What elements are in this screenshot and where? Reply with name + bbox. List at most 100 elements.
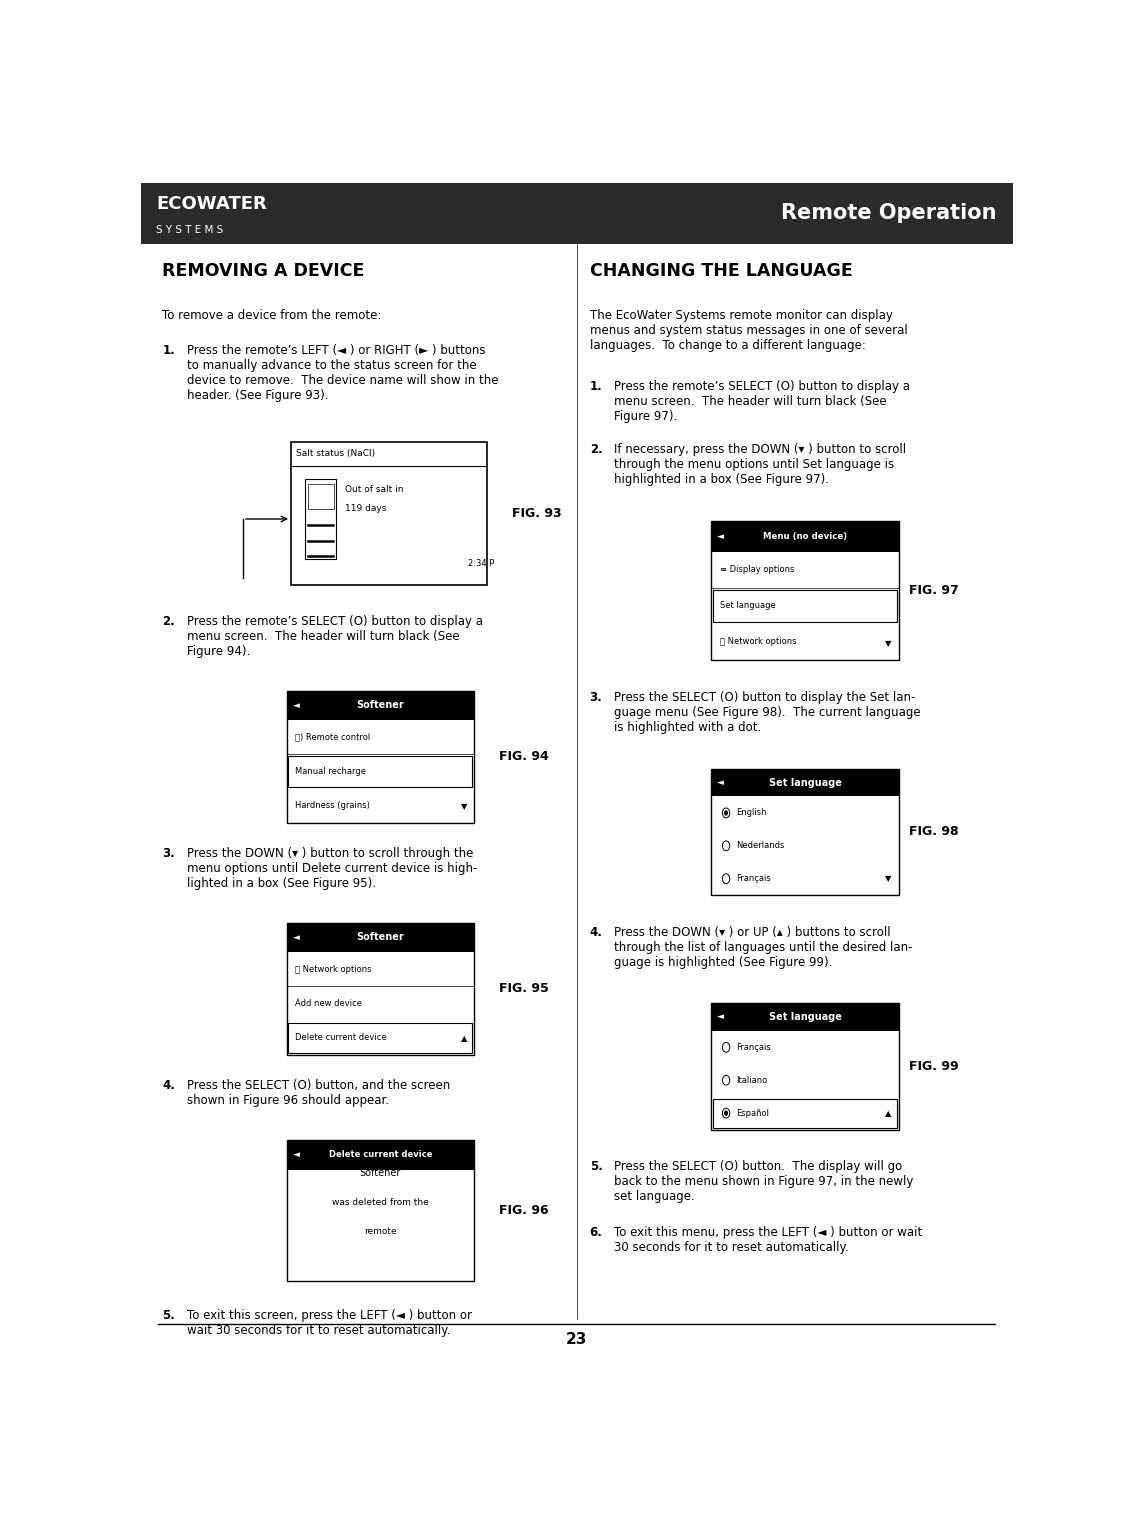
Text: ECOWATER: ECOWATER: [156, 195, 267, 213]
Text: 2.: 2.: [162, 615, 176, 629]
Circle shape: [722, 874, 730, 884]
Bar: [711, 522, 899, 659]
Text: Add new device: Add new device: [296, 998, 362, 1008]
Text: Softener: Softener: [357, 933, 404, 942]
Text: Softener: Softener: [360, 1167, 402, 1178]
Circle shape: [722, 840, 730, 851]
Text: 4.: 4.: [162, 1079, 176, 1093]
Text: ▼: ▼: [885, 875, 892, 883]
Bar: [287, 922, 474, 1055]
Text: 1.: 1.: [162, 344, 176, 358]
Text: To remove a device from the remote:: To remove a device from the remote:: [162, 309, 381, 323]
Circle shape: [724, 810, 728, 816]
Text: 2:34 P: 2:34 P: [468, 559, 494, 568]
Text: 5.: 5.: [590, 1160, 603, 1173]
Text: ◄: ◄: [292, 700, 299, 709]
Bar: [713, 1099, 897, 1128]
Text: Press the DOWN (▾ ) or UP (▴ ) buttons to scroll
through the list of languages u: Press the DOWN (▾ ) or UP (▴ ) buttons t…: [614, 925, 912, 968]
Text: Press the SELECT (O) button, and the screen
shown in Figure 96 should appear.: Press the SELECT (O) button, and the scr…: [187, 1079, 450, 1106]
Text: Softener: Softener: [357, 700, 404, 711]
Text: Nederlands: Nederlands: [736, 842, 784, 851]
Bar: [287, 1140, 474, 1169]
Text: 3.: 3.: [590, 691, 602, 705]
Text: Delete current device: Delete current device: [296, 1033, 387, 1043]
Text: Set language: Set language: [768, 778, 842, 787]
Text: 5.: 5.: [162, 1309, 176, 1323]
Text: ⯆ Network options: ⯆ Network options: [296, 965, 372, 974]
Text: Français: Français: [736, 874, 771, 883]
Text: FIG. 97: FIG. 97: [909, 584, 958, 597]
Text: 1.: 1.: [590, 379, 602, 393]
Text: To exit this screen, press the LEFT (◄ ) button or
wait 30 seconds for it to res: To exit this screen, press the LEFT (◄ )…: [187, 1309, 471, 1336]
Bar: [305, 479, 336, 559]
Text: S Y S T E M S: S Y S T E M S: [156, 225, 224, 236]
Bar: [287, 691, 474, 823]
Text: Delete current device: Delete current device: [328, 1151, 432, 1160]
Text: REMOVING A DEVICE: REMOVING A DEVICE: [162, 262, 364, 280]
Text: Press the SELECT (O) button to display the Set lan-
guage menu (See Figure 98). : Press the SELECT (O) button to display t…: [614, 691, 920, 734]
Text: ◄: ◄: [718, 778, 724, 787]
Text: ▲: ▲: [885, 1110, 892, 1117]
Text: Press the remote’s SELECT (O) button to display a
menu screen.  The header will : Press the remote’s SELECT (O) button to …: [614, 379, 910, 423]
Text: Français: Français: [736, 1043, 771, 1052]
Text: Press the remote’s LEFT (◄ ) or RIGHT (► ) buttons
to manually advance to the st: Press the remote’s LEFT (◄ ) or RIGHT (►…: [187, 344, 498, 402]
Text: Italiano: Italiano: [736, 1076, 767, 1085]
Text: was deleted from the: was deleted from the: [332, 1198, 429, 1207]
Text: FIG. 95: FIG. 95: [498, 982, 548, 995]
Bar: [713, 591, 897, 621]
Text: The EcoWater Systems remote monitor can display
menus and system status messages: The EcoWater Systems remote monitor can …: [590, 309, 908, 352]
Circle shape: [722, 1108, 730, 1119]
Text: To exit this menu, press the LEFT (◄ ) button or wait
30 seconds for it to reset: To exit this menu, press the LEFT (◄ ) b…: [614, 1225, 922, 1254]
Text: 23: 23: [566, 1332, 587, 1347]
Bar: [711, 769, 899, 796]
Text: 4.: 4.: [590, 925, 603, 939]
Text: Press the remote’s SELECT (O) button to display a
menu screen.  The header will : Press the remote’s SELECT (O) button to …: [187, 615, 483, 658]
Text: ▼: ▼: [460, 802, 467, 811]
Bar: [141, 183, 1012, 244]
Text: ⭢) Remote control: ⭢) Remote control: [296, 732, 370, 741]
Text: Out of salt in: Out of salt in: [345, 486, 404, 495]
Bar: [711, 1003, 899, 1030]
Text: English: English: [736, 808, 766, 817]
Text: Hardness (grains): Hardness (grains): [296, 802, 370, 810]
Text: CHANGING THE LANGUAGE: CHANGING THE LANGUAGE: [590, 262, 853, 280]
Circle shape: [722, 808, 730, 817]
Text: FIG. 93: FIG. 93: [512, 507, 561, 519]
Bar: [288, 1023, 472, 1053]
Bar: [711, 522, 899, 552]
Bar: [287, 1140, 474, 1280]
Bar: [288, 756, 472, 787]
Text: 2.: 2.: [590, 443, 602, 455]
Bar: [711, 1003, 899, 1129]
Bar: [307, 484, 334, 510]
Bar: [287, 691, 474, 720]
Text: Set language: Set language: [720, 601, 776, 610]
Text: ◄: ◄: [718, 1012, 724, 1021]
Text: Press the SELECT (O) button.  The display will go
back to the menu shown in Figu: Press the SELECT (O) button. The display…: [614, 1160, 914, 1202]
Text: Press the DOWN (▾ ) button to scroll through the
menu options until Delete curre: Press the DOWN (▾ ) button to scroll thr…: [187, 848, 477, 890]
Text: Español: Español: [736, 1108, 768, 1117]
Text: If necessary, press the DOWN (▾ ) button to scroll
through the menu options unti: If necessary, press the DOWN (▾ ) button…: [614, 443, 906, 486]
Bar: [291, 441, 487, 584]
Circle shape: [724, 1111, 728, 1116]
Text: ▼: ▼: [885, 639, 892, 648]
Text: 119 days: 119 days: [345, 504, 387, 513]
Text: FIG. 99: FIG. 99: [909, 1059, 958, 1073]
Text: remote: remote: [364, 1227, 397, 1236]
Text: Remote Operation: Remote Operation: [781, 202, 997, 224]
Text: 3.: 3.: [162, 848, 176, 860]
Bar: [287, 922, 474, 951]
Text: ≡ Display options: ≡ Display options: [720, 565, 794, 574]
Circle shape: [722, 1075, 730, 1085]
Text: FIG. 96: FIG. 96: [498, 1204, 548, 1218]
Text: Salt status (NaCl): Salt status (NaCl): [296, 449, 376, 458]
Text: 6.: 6.: [590, 1225, 603, 1239]
Text: Manual recharge: Manual recharge: [296, 767, 367, 776]
Text: FIG. 98: FIG. 98: [909, 825, 958, 839]
Text: Set language: Set language: [768, 1012, 842, 1021]
Text: FIG. 94: FIG. 94: [498, 750, 548, 764]
Text: ▲: ▲: [460, 1035, 467, 1044]
Text: ◄: ◄: [292, 1151, 299, 1160]
Text: Menu (no device): Menu (no device): [763, 533, 847, 540]
Text: ◄: ◄: [718, 533, 724, 540]
